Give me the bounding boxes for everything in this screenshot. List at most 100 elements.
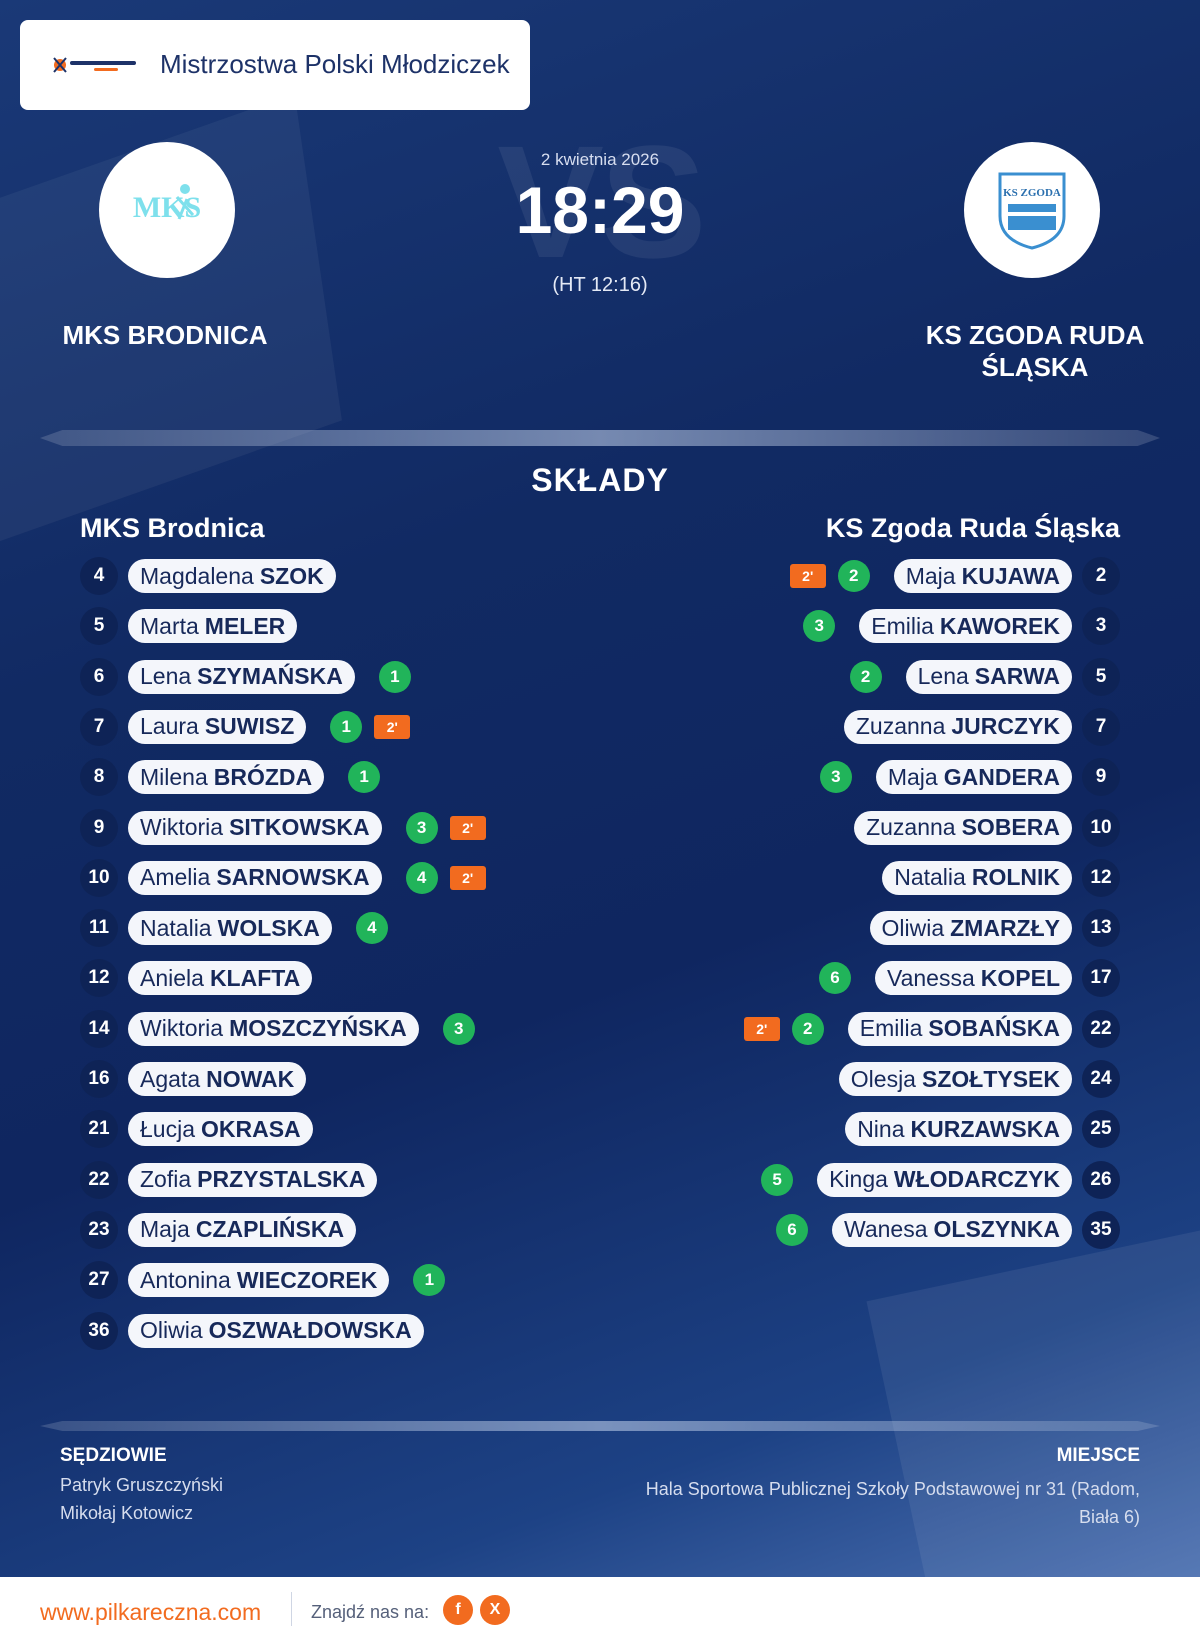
player-last-name: OLSZYNKA: [933, 1216, 1061, 1243]
home-team-name: MKS BRODNICA: [62, 320, 268, 350]
player-first-name: Agata: [140, 1065, 201, 1092]
player-row: 10 Zuzanna SOBERA: [840, 808, 1120, 848]
player-last-name: KAWOREK: [939, 612, 1060, 639]
player-row: 12 Aniela KLAFTA: [80, 958, 326, 998]
player-name: Laura SUWISZ: [128, 709, 307, 744]
player-name: Maja GANDERA: [875, 760, 1072, 795]
player-first-name: Oliwia: [140, 1317, 203, 1343]
player-first-name: Emilia: [859, 1015, 923, 1042]
player-number: 6: [80, 657, 118, 696]
lineups-title: SKŁADY: [531, 462, 669, 498]
player-number: 26: [1082, 1160, 1120, 1199]
player-number: 9: [1082, 758, 1120, 797]
suspension-badge: 2': [449, 865, 486, 890]
goals-badge: 1: [378, 660, 411, 693]
player-first-name: Łucja: [140, 1115, 195, 1142]
suspension-badge: 2': [449, 815, 486, 840]
referee-name: Patryk Gruszczyński: [60, 1475, 224, 1495]
player-name: Maja CZAPLIŃSKA: [128, 1212, 357, 1247]
goals-badge: 2: [849, 660, 882, 693]
player-number: 25: [1082, 1110, 1120, 1149]
player-name: Aniela KLAFTA: [128, 961, 313, 996]
player-first-name: Vanessa: [886, 964, 975, 991]
player-row: 5 Lena SARWA 2: [849, 657, 1120, 697]
player-row: 11 Natalia WOLSKA 4: [80, 908, 388, 948]
player-first-name: Lena: [140, 663, 192, 690]
svg-text:MKS: MKS: [133, 191, 201, 224]
player-last-name: OSZWAŁDOWSKA: [208, 1317, 412, 1343]
goals-badge: 1: [413, 1264, 446, 1297]
goals-badge: 3: [405, 811, 438, 844]
player-row: 9 Wiktoria SITKOWSKA 3 2': [80, 808, 486, 848]
player-first-name: Amelia: [140, 864, 211, 891]
player-row: 27 Antonina WIECZOREK 1: [80, 1260, 446, 1300]
player-name: Antonina WIECZOREK: [128, 1263, 390, 1298]
player-number: 3: [1082, 607, 1120, 646]
player-name: Wiktoria MOSZCZYŃSKA: [128, 1011, 419, 1046]
player-name: Emilia SOBAŃSKA: [847, 1011, 1072, 1046]
player-number: 10: [1082, 808, 1120, 847]
player-row: 7 Zuzanna JURCZYK: [830, 707, 1120, 747]
player-first-name: Zuzanna: [855, 713, 946, 740]
home-team-logo: MKS: [99, 142, 235, 278]
away-team-logo: KS ZGODA: [964, 142, 1100, 278]
player-number: 13: [1082, 909, 1120, 948]
player-number: 12: [80, 959, 118, 998]
player-name: Zuzanna SOBERA: [854, 810, 1072, 845]
player-row: 17 Vanessa KOPEL 6: [818, 958, 1120, 998]
player-last-name: SUWISZ: [204, 713, 295, 740]
player-name: Oliwia ZMARZŁY: [869, 911, 1072, 946]
home-squad-title: MKS Brodnica: [80, 513, 265, 543]
player-name: Lena SZYMAŃSKA: [128, 659, 355, 694]
competition-header: Mistrzostwa Polski Młodziczek: [20, 20, 530, 110]
website-link[interactable]: www.pilkareczna.com: [40, 1599, 262, 1625]
player-row: 7 Laura SUWISZ 1 2': [80, 707, 411, 747]
player-number: 22: [80, 1160, 118, 1199]
venue-label: MIEJSCE: [1056, 1445, 1140, 1466]
goals-badge: 2: [837, 560, 870, 592]
player-name: Wanesa OLSZYNKA: [831, 1212, 1072, 1247]
player-first-name: Olesja: [850, 1065, 916, 1092]
player-first-name: Milena: [140, 763, 208, 790]
player-last-name: ROLNIK: [971, 864, 1060, 891]
player-first-name: Lena: [917, 663, 969, 690]
player-last-name: MELER: [204, 612, 286, 639]
goals-badge: 4: [405, 861, 438, 894]
facebook-icon[interactable]: f: [443, 1595, 473, 1625]
player-row: 2 Maja KUJAWA 2 2': [789, 556, 1120, 596]
footer: www.pilkareczna.com Znajdź nas na: f X: [0, 1577, 1200, 1646]
player-row: 4 Magdalena SZOK: [80, 556, 350, 596]
player-name: Maja KUJAWA: [893, 559, 1072, 593]
player-number: 22: [1082, 1009, 1120, 1048]
player-row: 6 Lena SZYMAŃSKA 1: [80, 657, 411, 697]
player-row: 16 Agata NOWAK: [80, 1059, 320, 1099]
goals-badge: 3: [442, 1012, 475, 1045]
player-last-name: MOSZCZYŃSKA: [229, 1015, 407, 1042]
player-name: Milena BRÓZDA: [128, 760, 325, 795]
player-row: 23 Maja CZAPLIŃSKA: [80, 1210, 370, 1250]
player-last-name: WOLSKA: [217, 914, 320, 941]
player-name: Zuzanna JURCZYK: [843, 709, 1072, 744]
goals-badge: 6: [818, 962, 851, 995]
competition-title: Mistrzostwa Polski Młodziczek: [160, 49, 510, 79]
goals-badge: 4: [355, 912, 388, 945]
player-number: 23: [80, 1210, 118, 1249]
player-first-name: Emilia: [871, 612, 934, 639]
divider: [40, 1421, 1160, 1431]
player-name: Nina KURZAWSKA: [845, 1112, 1072, 1147]
player-first-name: Oliwia: [881, 914, 945, 941]
player-first-name: Aniela: [140, 964, 204, 991]
player-row: 10 Amelia SARNOWSKA 4 2': [80, 858, 486, 898]
mks-logo-icon: MKS: [133, 184, 201, 224]
player-last-name: ZMARZŁY: [950, 914, 1060, 941]
player-row: 22 Zofia PRZYSTALSKA: [80, 1160, 391, 1200]
goals-badge: 6: [775, 1213, 808, 1246]
player-last-name: BRÓZDA: [213, 763, 313, 790]
player-row: 12 Natalia ROLNIK: [868, 858, 1120, 898]
player-last-name: PRZYSTALSKA: [197, 1166, 366, 1193]
x-icon[interactable]: X: [480, 1595, 510, 1625]
player-number: 24: [1082, 1060, 1120, 1098]
player-last-name: SARWA: [974, 663, 1060, 690]
away-team-name: KS ZGODA RUDA ŚLĄSKA: [925, 320, 1145, 382]
player-last-name: KURZAWSKA: [910, 1115, 1061, 1142]
